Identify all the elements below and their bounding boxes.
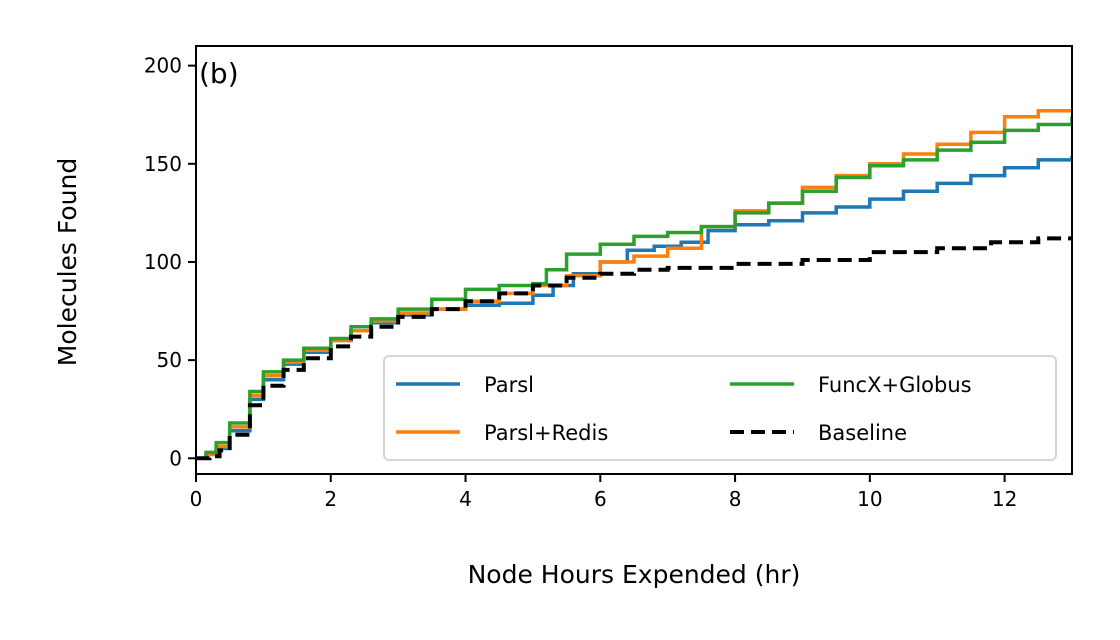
plot-frame [195,45,1073,475]
series-line-funcx-globus [196,116,1072,461]
legend-label-parsl-redis: Parsl+Redis [484,421,608,445]
x-tick-label: 2 [324,487,337,511]
y-tick-label: 150 [144,152,182,176]
x-tick-label: 6 [594,487,607,511]
legend-label-parsl: Parsl [484,373,534,397]
series-line-parsl [196,155,1072,461]
series-line-baseline [196,236,1072,461]
x-tick-label: 4 [459,487,472,511]
x-tick-label: 10 [857,487,882,511]
legend: Parsl Parsl+Redis FuncX+Globus Baseline [383,355,1057,461]
series-line-parsl-redis [196,108,1072,461]
y-tick-label: 100 [144,250,182,274]
y-tick-label: 50 [157,348,182,372]
x-tick-label: 0 [190,487,203,511]
legend-box [383,355,1057,461]
x-axis-label: Node Hours Expended (hr) [468,560,801,589]
x-tick-label: 8 [729,487,742,511]
y-tick-label: 0 [169,446,182,470]
legend-label-baseline: Baseline [818,421,907,445]
y-axis-label: Molecules Found [53,158,82,366]
x-tick-label: 12 [992,487,1017,511]
panel-label: (b) [199,57,239,90]
legend-label-funcx-globus: FuncX+Globus [818,373,972,397]
y-tick-label: 200 [144,54,182,78]
